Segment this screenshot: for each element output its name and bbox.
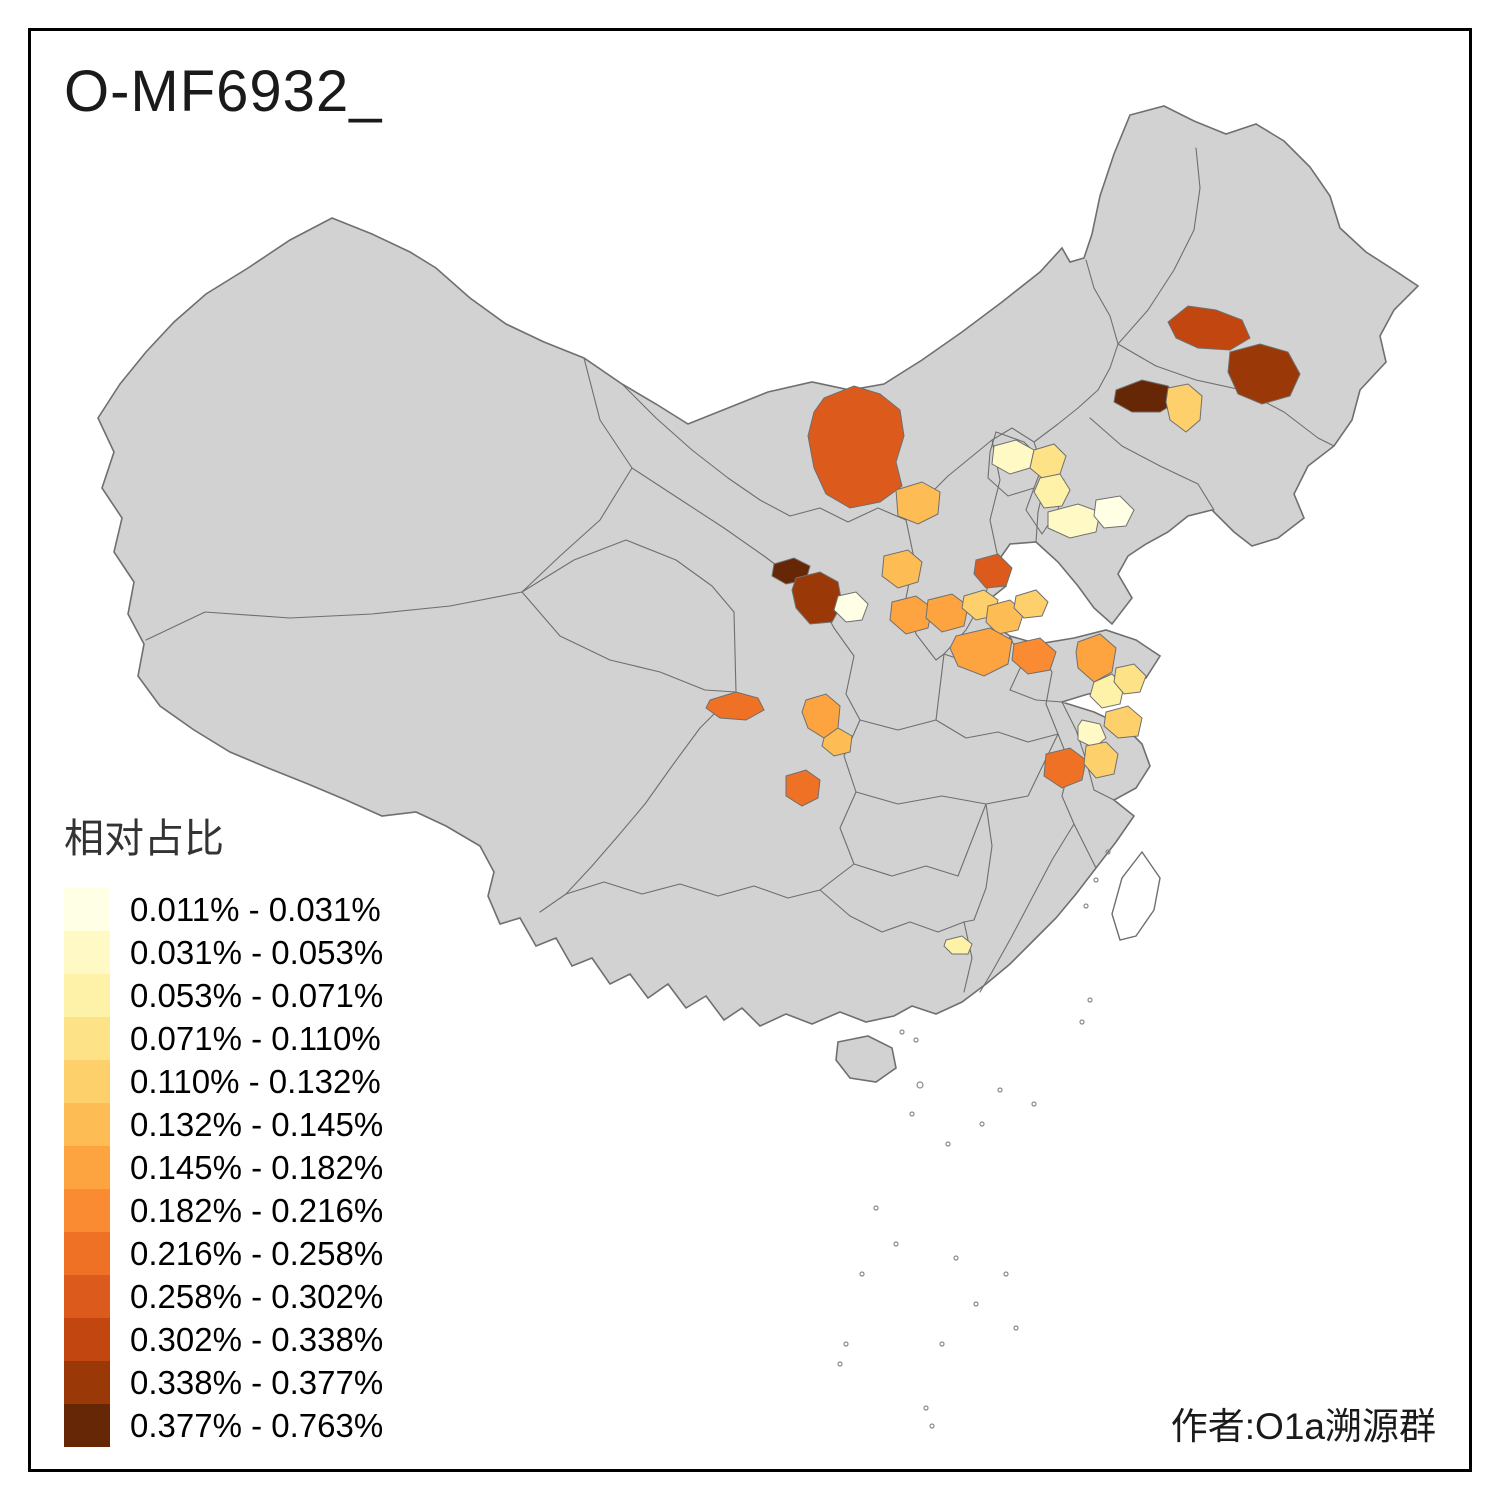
map-region: [807, 385, 905, 509]
map-region: [973, 553, 1013, 589]
map-region: [889, 595, 933, 635]
legend-item: 0.053% - 0.071%: [64, 974, 383, 1017]
legend-item: 0.132% - 0.145%: [64, 1103, 383, 1146]
legend-swatch: [64, 1189, 110, 1232]
map-region: [785, 769, 821, 807]
map-region: [1047, 503, 1101, 539]
legend-label: 0.145% - 0.182%: [130, 1148, 384, 1186]
map-region: [1227, 343, 1301, 405]
legend-item: 0.216% - 0.258%: [64, 1232, 383, 1275]
map-region: [1075, 633, 1117, 683]
legend-label: 0.110% - 0.132%: [130, 1062, 381, 1100]
page-title: O-MF6932_: [64, 59, 383, 124]
map-region: [1013, 589, 1049, 619]
legend-swatch: [64, 1060, 110, 1103]
map-region: [1165, 383, 1203, 433]
legend-swatch: [64, 1017, 110, 1060]
map-region: [1083, 741, 1119, 779]
map-region: [1103, 705, 1143, 739]
map-region: [821, 727, 853, 757]
legend-swatch: [64, 1232, 110, 1275]
legend-swatch: [64, 1318, 110, 1361]
map-region: [1033, 473, 1071, 509]
map-region: [925, 593, 969, 633]
legend-label: 0.216% - 0.258%: [130, 1234, 384, 1272]
legend-item: 0.338% - 0.377%: [64, 1361, 383, 1404]
legend-label: 0.011% - 0.031%: [130, 890, 381, 928]
legend-swatch: [64, 1361, 110, 1404]
legend-label: 0.338% - 0.377%: [130, 1363, 384, 1401]
map-region: [881, 549, 923, 589]
legend-label: 0.071% - 0.110%: [130, 1019, 381, 1057]
legend: 相对占比 0.011% - 0.031% 0.031% - 0.053% 0.053…: [64, 806, 383, 1447]
legend-label: 0.258% - 0.302%: [130, 1277, 384, 1315]
map-region: [949, 627, 1013, 677]
map-region: [1113, 663, 1147, 695]
map-region: [895, 481, 941, 525]
map-region: [943, 935, 973, 955]
legend-label: 0.132% - 0.145%: [130, 1105, 384, 1143]
legend-items: 0.011% - 0.031% 0.031% - 0.053% 0.053% - 0…: [64, 888, 383, 1447]
legend-label: 0.302% - 0.338%: [130, 1320, 384, 1358]
map-region: [1093, 495, 1135, 529]
plot-frame: [28, 28, 1472, 1472]
legend-item: 0.302% - 0.338%: [64, 1318, 383, 1361]
attribution: 作者:O1a溯源群: [1170, 1406, 1436, 1447]
map-region: [1167, 305, 1251, 351]
colored-regions: [705, 305, 1301, 955]
legend-item: 0.182% - 0.216%: [64, 1189, 383, 1232]
hainan-island: [835, 1035, 897, 1083]
legend-label: 0.053% - 0.071%: [130, 976, 384, 1014]
legend-label: 0.182% - 0.216%: [130, 1191, 384, 1229]
map-region: [1011, 637, 1057, 675]
legend-item: 0.110% - 0.132%: [64, 1060, 383, 1103]
legend-item: 0.377% - 0.763%: [64, 1404, 383, 1447]
map-region: [833, 591, 869, 623]
legend-swatch: [64, 888, 110, 931]
legend-title: 相对占比: [64, 817, 224, 861]
legend-swatch: [64, 1275, 110, 1318]
legend-item: 0.145% - 0.182%: [64, 1146, 383, 1189]
legend-item: 0.071% - 0.110%: [64, 1017, 383, 1060]
legend-item: 0.011% - 0.031%: [64, 888, 383, 931]
map-region: [791, 571, 843, 625]
legend-swatch: [64, 931, 110, 974]
china-mainland: [97, 105, 1420, 1027]
south-china-sea-islands: [837, 849, 1111, 1429]
legend-label: 0.031% - 0.053%: [130, 933, 384, 971]
legend-swatch: [64, 974, 110, 1017]
map-region: [1043, 747, 1087, 789]
legend-label: 0.377% - 0.763%: [130, 1406, 384, 1444]
legend-item: 0.258% - 0.302%: [64, 1275, 383, 1318]
legend-item: 0.031% - 0.053%: [64, 931, 383, 974]
map-region: [705, 691, 765, 721]
taiwan-island: [1111, 850, 1161, 941]
legend-swatch: [64, 1404, 110, 1447]
legend-swatch: [64, 1146, 110, 1189]
legend-swatch: [64, 1103, 110, 1146]
